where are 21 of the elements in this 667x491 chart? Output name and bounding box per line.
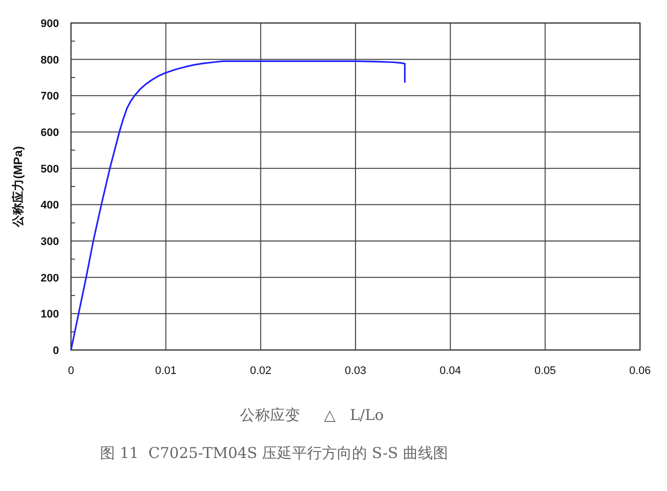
y-axis-title: 公称应力(MPa) [11,146,25,228]
y-tick-label: 0 [52,345,59,357]
y-tick-label: 400 [40,200,59,212]
y-tick-label: 100 [40,308,59,321]
y-tick-label: 300 [40,236,59,248]
x-tick-label: 0.05 [534,365,556,377]
y-tick-label: 500 [40,163,59,176]
y-tick-label: 700 [40,90,59,103]
y-tick-label: 200 [40,272,59,284]
y-tick-label: 600 [40,127,59,139]
y-tick-label: 800 [40,54,59,66]
line-series [70,60,406,351]
x-tick-label: 0 [68,365,74,377]
x-tick-label: 0.02 [250,365,272,377]
caption: 图 11 C7025-TM04S 压延平行方向的 S-S 曲线图 [100,444,448,462]
x-tick-label: 0.06 [629,365,651,377]
x-tick-label: 0.03 [344,365,366,377]
x-tick-label: 0.04 [440,365,462,377]
x-axis-title: 公称应变 △ L/Lo [240,406,384,424]
x-tick-label: 0.01 [155,365,177,377]
y-tick-label: 900 [40,18,59,30]
